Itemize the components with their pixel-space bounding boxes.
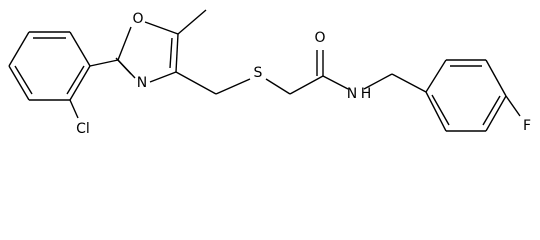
atom-label: S: [254, 65, 263, 81]
atom-label: F: [523, 118, 531, 134]
atom-label: O: [314, 30, 325, 46]
atom-label: N: [347, 86, 357, 102]
atom-label: N: [137, 75, 147, 91]
atom-label: Cl: [76, 121, 90, 137]
bonds: [8, 9, 521, 132]
structure: O N S O N H Cl F: [8, 9, 531, 137]
atom-label: O: [132, 11, 143, 27]
atom-label: H: [361, 86, 372, 102]
